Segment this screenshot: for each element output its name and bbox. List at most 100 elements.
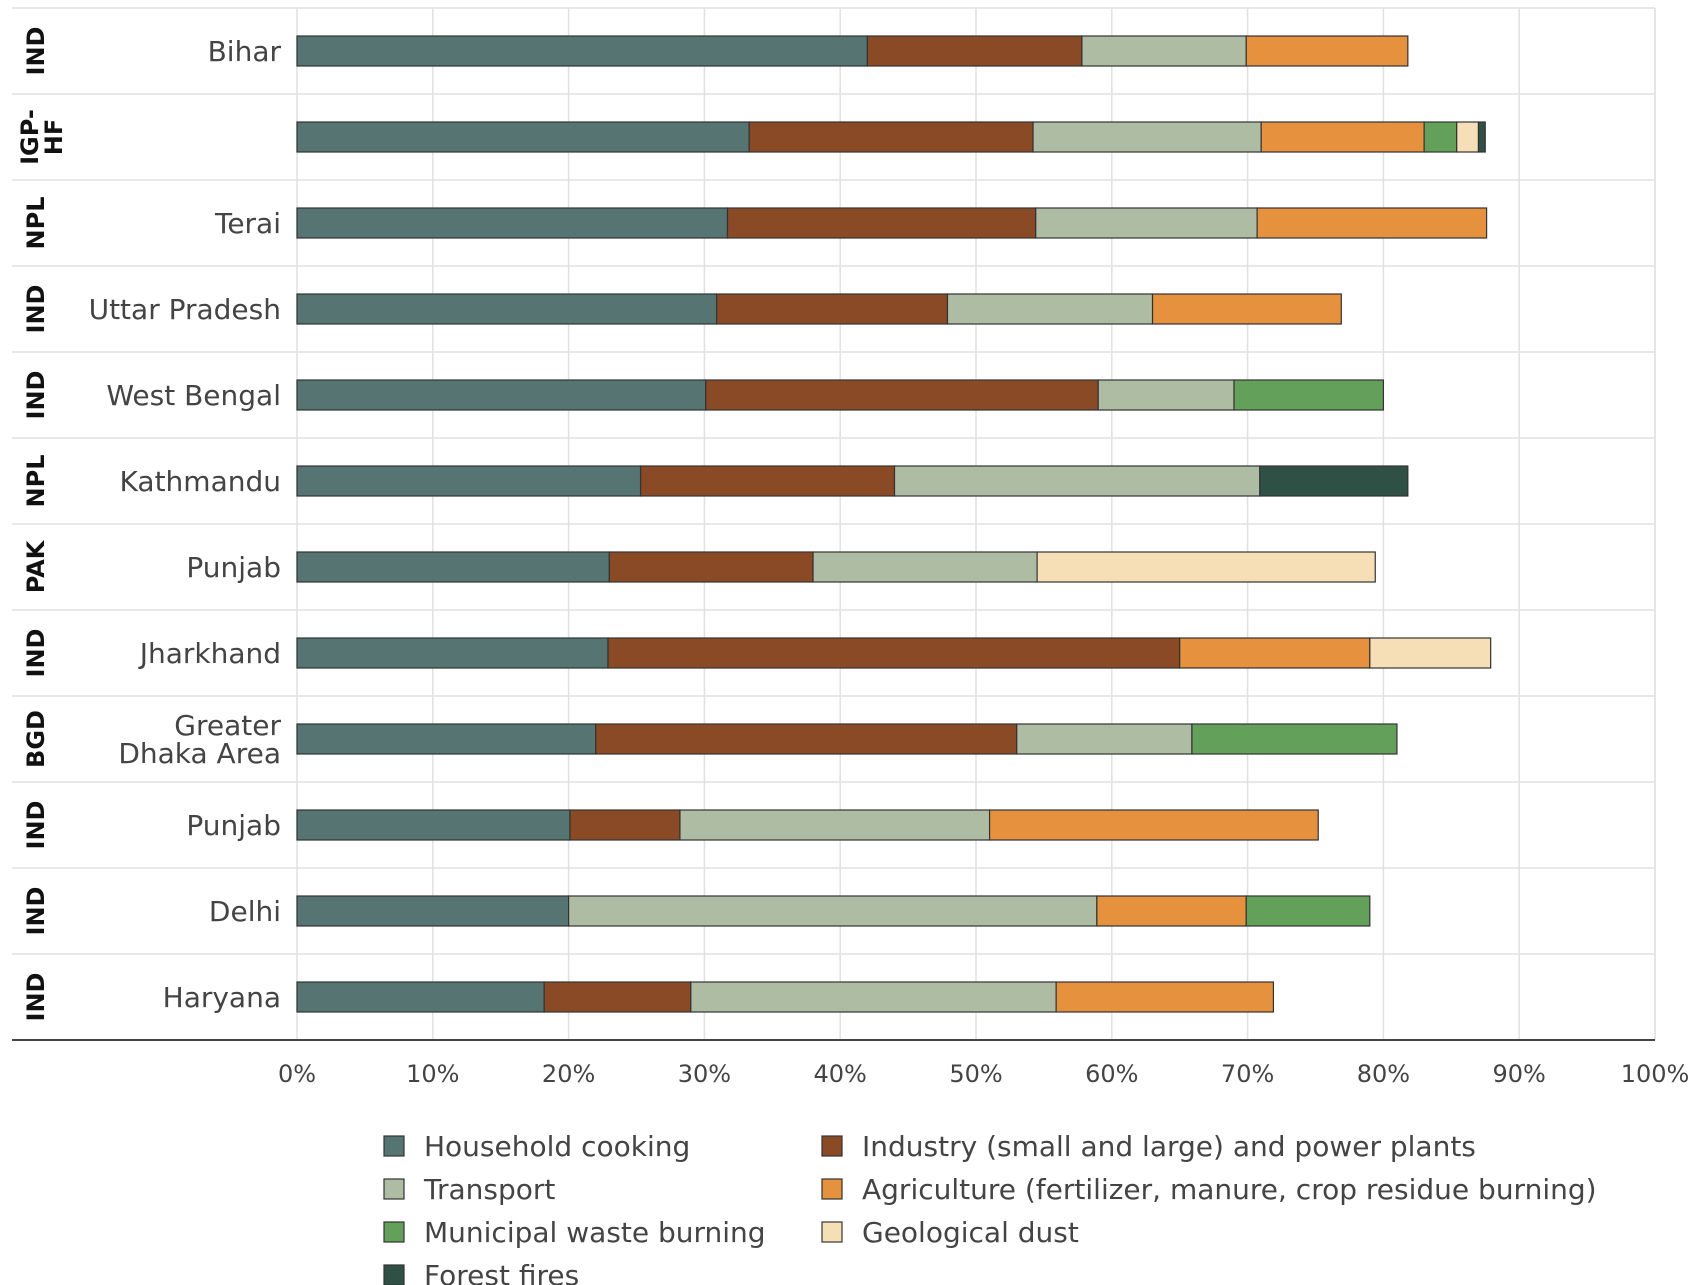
bar-5-household-cooking	[296, 465, 642, 497]
region-label-3: Uttar Pradesh	[89, 293, 281, 326]
legend-label-geological-dust: Geological dust	[862, 1216, 1079, 1249]
bar-7-household-cooking	[296, 637, 609, 669]
bar-4-municipal-waste-burning	[1233, 379, 1385, 411]
legend-label-industry-small-and-large-and-power-plants: Industry (small and large) and power pla…	[862, 1130, 1476, 1163]
legend-label-municipal-waste-burning: Municipal waste burning	[424, 1216, 766, 1249]
bar-11-household-cooking	[296, 981, 545, 1013]
bar-9-industry-small-and-large-and-power-plants	[569, 809, 681, 841]
x-tick-label-5: 50%	[949, 1060, 1002, 1088]
bar-4-industry-small-and-large-and-power-plants	[705, 379, 1099, 411]
x-tick-label-6: 60%	[1085, 1060, 1138, 1088]
bar-7-agriculture-fertilizer-manure-crop-residue-burning	[1179, 637, 1371, 669]
x-tick-label-0: 0%	[278, 1060, 316, 1088]
bar-11-agriculture-fertilizer-manure-crop-residue-burning	[1055, 981, 1275, 1013]
bar-10-agriculture-fertilizer-manure-crop-residue-burning	[1096, 895, 1247, 927]
legend-label-transport: Transport	[423, 1173, 555, 1206]
x-tick-label-9: 90%	[1493, 1060, 1546, 1088]
legend-swatch-geological-dust	[821, 1221, 843, 1243]
bar-10-transport	[567, 895, 1098, 927]
legend-swatch-household-cooking	[383, 1135, 405, 1157]
x-tick-label-8: 80%	[1357, 1060, 1410, 1088]
gridlines	[12, 7, 1656, 1041]
bar-11-transport	[690, 981, 1057, 1013]
country-label-4: IND	[22, 371, 50, 420]
bar-2-transport	[1035, 207, 1258, 239]
x-tick-label-10: 100%	[1621, 1060, 1690, 1088]
country-label-3: IND	[22, 285, 50, 334]
bar-1-industry-small-and-large-and-power-plants	[748, 121, 1034, 153]
region-label-11: Haryana	[163, 981, 281, 1014]
legend-swatch-industry-small-and-large-and-power-plants	[821, 1135, 843, 1157]
country-label-2: NPL	[22, 197, 50, 250]
bars	[296, 35, 1492, 1013]
region-label-7: Jharkhand	[138, 637, 281, 670]
bar-4-household-cooking	[296, 379, 707, 411]
bar-7-geological-dust	[1369, 637, 1492, 669]
bar-8-industry-small-and-large-and-power-plants	[595, 723, 1018, 755]
country-label-5: NPL	[22, 455, 50, 508]
bar-1-household-cooking	[296, 121, 750, 153]
legend-swatch-agriculture-fertilizer-manure-crop-residue-burning	[821, 1178, 843, 1200]
legend-swatch-municipal-waste-burning	[383, 1221, 405, 1243]
bar-1-agriculture-fertilizer-manure-crop-residue-burning	[1260, 121, 1425, 153]
bar-10-municipal-waste-burning	[1245, 895, 1371, 927]
bar-9-transport	[679, 809, 991, 841]
bar-3-household-cooking	[296, 293, 718, 325]
legend-swatch-forest-fires	[383, 1264, 405, 1285]
bar-0-agriculture-fertilizer-manure-crop-residue-burning	[1245, 35, 1409, 67]
country-label-6: PAK	[22, 539, 50, 593]
country-label-11: IND	[22, 973, 50, 1022]
bar-6-geological-dust	[1036, 551, 1376, 583]
bar-2-industry-small-and-large-and-power-plants	[726, 207, 1037, 239]
bar-0-transport	[1081, 35, 1247, 67]
country-label-8: BGD	[22, 710, 50, 768]
bar-0-industry-small-and-large-and-power-plants	[866, 35, 1083, 67]
x-tick-label-7: 70%	[1221, 1060, 1274, 1088]
region-label-0: Bihar	[208, 35, 282, 68]
country-label-10: IND	[22, 887, 50, 936]
region-label-10: Delhi	[209, 895, 281, 928]
country-label-1: IGP-HF	[16, 109, 68, 165]
country-label-7: IND	[22, 629, 50, 678]
bar-5-transport	[893, 465, 1261, 497]
bar-8-municipal-waste-burning	[1191, 723, 1398, 755]
bar-6-household-cooking	[296, 551, 610, 583]
bar-8-transport	[1016, 723, 1193, 755]
bar-1-municipal-waste-burning	[1423, 121, 1458, 153]
x-tick-label-2: 20%	[542, 1060, 595, 1088]
bar-1-transport	[1032, 121, 1262, 153]
bar-9-household-cooking	[296, 809, 571, 841]
country-label-0: IND	[22, 27, 50, 76]
bar-6-transport	[812, 551, 1038, 583]
bar-1-geological-dust	[1456, 121, 1480, 153]
legend-label-agriculture-fertilizer-manure-crop-residue-burning: Agriculture (fertilizer, manure, crop re…	[862, 1173, 1597, 1206]
bar-11-industry-small-and-large-and-power-plants	[543, 981, 692, 1013]
x-tick-label-4: 40%	[814, 1060, 867, 1088]
bar-8-household-cooking	[296, 723, 597, 755]
bar-10-household-cooking	[296, 895, 570, 927]
country-label-9: IND	[22, 801, 50, 850]
region-label-5: Kathmandu	[120, 465, 281, 498]
legend: Household cooking Industry (small and lar…	[383, 1130, 1597, 1285]
region-label-4: West Bengal	[106, 379, 281, 412]
region-label-8: Greater Dhaka Area	[118, 709, 281, 770]
bar-1-forest-fires	[1477, 121, 1486, 153]
bar-5-forest-fires	[1259, 465, 1409, 497]
region-label-2: Terai	[214, 207, 281, 240]
bar-3-transport	[946, 293, 1154, 325]
x-axis-ticks: 0% 10% 20% 30% 40% 50% 60% 70% 80% 90% 100%	[278, 1060, 1689, 1088]
region-label-9: Punjab	[186, 809, 281, 842]
bar-7-industry-small-and-large-and-power-plants	[607, 637, 1181, 669]
bar-2-agriculture-fertilizer-manure-crop-residue-burning	[1256, 207, 1488, 239]
row-labels: Bihar IND IGP-HF Terai NPL Uttar Pradesh IND We…	[16, 27, 281, 1022]
x-tick-label-3: 30%	[678, 1060, 731, 1088]
bar-2-household-cooking	[296, 207, 729, 239]
bar-9-agriculture-fertilizer-manure-crop-residue-burning	[988, 809, 1319, 841]
bar-0-household-cooking	[296, 35, 868, 67]
legend-label-household-cooking: Household cooking	[424, 1130, 690, 1163]
bar-6-industry-small-and-large-and-power-plants	[608, 551, 814, 583]
bar-5-industry-small-and-large-and-power-plants	[639, 465, 896, 497]
bar-3-agriculture-fertilizer-manure-crop-residue-burning	[1151, 293, 1342, 325]
region-label-6: Punjab	[186, 551, 281, 584]
